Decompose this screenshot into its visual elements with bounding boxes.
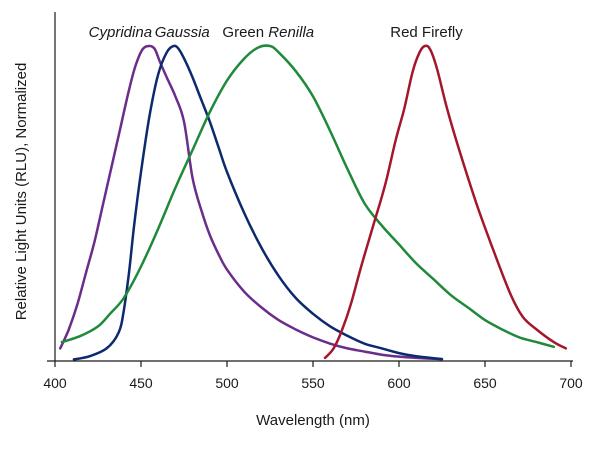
series-line-red-firefly [323,44,568,360]
series-label-part: Gaussia [155,24,210,41]
series-label-green-renilla: Green Renilla [222,24,314,41]
series-line-green-renilla [60,44,556,349]
x-tick-label: 700 [559,375,583,391]
x-tick-label: 650 [473,375,497,391]
x-tick-label: 450 [129,375,153,391]
series-label-part: Renilla [268,24,314,41]
series-layer [58,44,568,361]
x-ticks: 400 450 500 550 600 650 700 [43,361,583,391]
series-label-part: Green [222,24,268,41]
series-label-part: Cypridina [89,24,152,41]
series-label-cypridina: Cypridina [89,24,152,41]
x-tick-label: 400 [43,375,67,391]
x-tick-label: 600 [387,375,411,391]
x-axis-title: Wavelength (nm) [256,412,370,429]
series-labels: Cypridina Gaussia Green Renilla Red Firefly [89,24,464,41]
series-label-gaussia: Gaussia [155,24,210,41]
x-tick-label: 550 [301,375,325,391]
x-tick-label: 500 [215,375,239,391]
y-axis-title: Relative Light Units (RLU), Normalized [13,63,30,321]
series-label-part: Red Firefly [390,24,463,41]
series-line-cypridina [58,44,444,361]
series-line-gaussia [72,44,444,361]
axes: 400 450 500 550 600 650 700 [43,12,583,391]
series-label-red-firefly: Red Firefly [390,24,463,41]
